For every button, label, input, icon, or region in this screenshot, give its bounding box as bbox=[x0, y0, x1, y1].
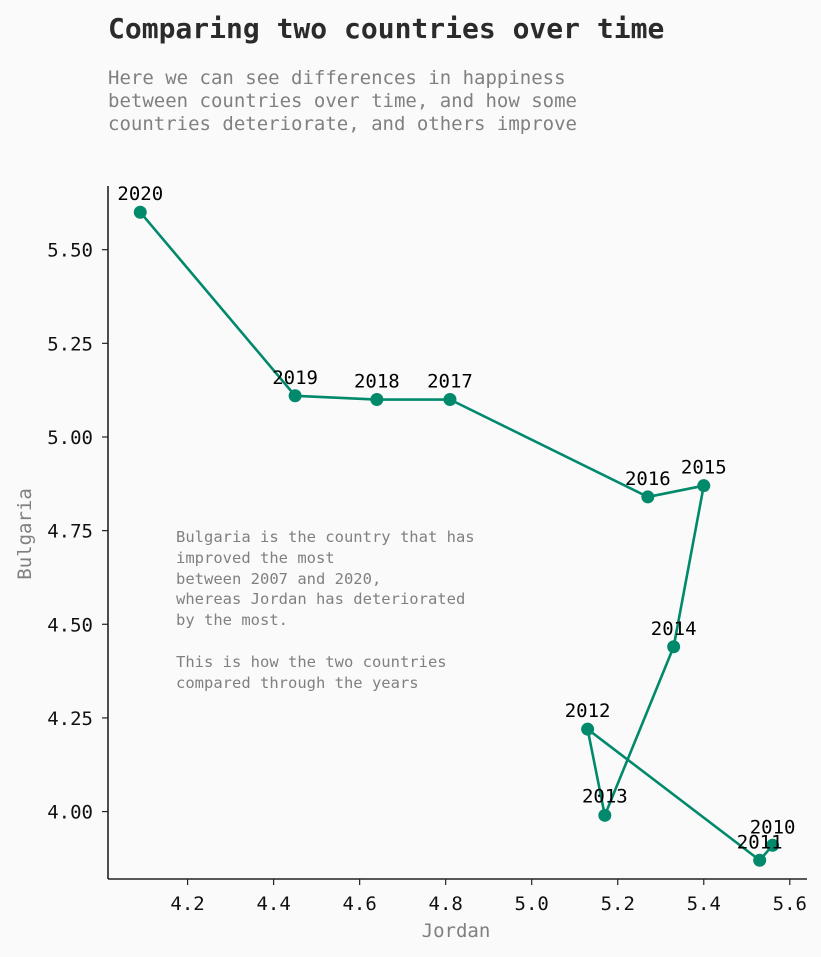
point-label: 2017 bbox=[427, 371, 473, 393]
point-label: 2012 bbox=[565, 700, 611, 722]
x-axis-title: Jordan bbox=[422, 920, 491, 942]
y-tick-label: 4.25 bbox=[47, 708, 93, 730]
y-tick-label: 5.00 bbox=[47, 427, 93, 449]
point-label: 2015 bbox=[681, 457, 727, 479]
x-tick-label: 5.6 bbox=[773, 893, 807, 915]
data-point bbox=[598, 808, 612, 822]
annotation-line: by the most. bbox=[176, 611, 288, 630]
point-label: 2010 bbox=[750, 816, 796, 838]
axes bbox=[107, 186, 807, 880]
x-tick-label: 4.6 bbox=[342, 893, 376, 915]
y-tick-label: 5.25 bbox=[47, 333, 93, 355]
subtitle-line: Here we can see differences in happiness bbox=[108, 67, 566, 89]
x-tick-label: 4.8 bbox=[429, 893, 463, 915]
y-tick-label: 5.50 bbox=[47, 240, 93, 262]
annotation-line: whereas Jordan has deteriorated bbox=[176, 590, 466, 609]
data-point bbox=[667, 640, 681, 654]
point-label: 2018 bbox=[354, 371, 400, 393]
data-point bbox=[641, 490, 655, 504]
annotation-line bbox=[176, 631, 475, 652]
annotation-line: improved the most bbox=[176, 548, 335, 567]
y-axis-title: Bulgaria bbox=[14, 488, 36, 580]
chart-subtitle: Here we can see differences in happiness… bbox=[108, 67, 577, 136]
subtitle-line: countries deteriorate, and others improv… bbox=[108, 113, 577, 135]
annotation-text: Bulgaria is the country that has improve… bbox=[176, 527, 475, 693]
series bbox=[133, 205, 780, 867]
y-tick-label: 4.50 bbox=[47, 614, 93, 636]
point-label: 2013 bbox=[582, 785, 628, 807]
point-label: 2019 bbox=[272, 367, 318, 389]
point-label: 2014 bbox=[651, 618, 697, 640]
annotation-line: This is how the two countries bbox=[176, 652, 447, 671]
x-tick-label: 4.4 bbox=[256, 893, 290, 915]
data-point bbox=[697, 479, 711, 493]
x-tick-label: 5.4 bbox=[687, 893, 721, 915]
y-ticks: 4.00 4.25 4.50 4.75 5.00 5.25 5.50 bbox=[47, 240, 108, 824]
data-point bbox=[766, 838, 780, 852]
chart-title: Comparing two countries over time bbox=[108, 12, 665, 45]
annotation-line: compared through the years bbox=[176, 673, 419, 692]
data-point bbox=[288, 389, 302, 403]
data-point bbox=[581, 722, 595, 736]
data-point bbox=[443, 393, 457, 407]
x-ticks: 4.2 4.4 4.6 4.8 5.0 5.2 5.4 5.6 bbox=[170, 879, 807, 915]
annotation-line: Bulgaria is the country that has bbox=[176, 528, 475, 546]
data-point bbox=[753, 853, 767, 867]
point-label: 2011 bbox=[737, 831, 783, 853]
subtitle-line: between countries over time, and how som… bbox=[108, 90, 577, 112]
x-tick-label: 5.2 bbox=[601, 893, 635, 915]
point-label: 2020 bbox=[117, 183, 163, 205]
x-tick-label: 4.2 bbox=[170, 893, 204, 915]
y-tick-label: 4.00 bbox=[47, 802, 93, 824]
point-label: 2016 bbox=[625, 468, 671, 490]
data-point bbox=[370, 393, 384, 407]
annotation-line: between 2007 and 2020, bbox=[176, 569, 382, 588]
data-point bbox=[133, 205, 147, 219]
x-tick-label: 5.0 bbox=[515, 893, 549, 915]
y-tick-label: 4.75 bbox=[47, 521, 93, 543]
